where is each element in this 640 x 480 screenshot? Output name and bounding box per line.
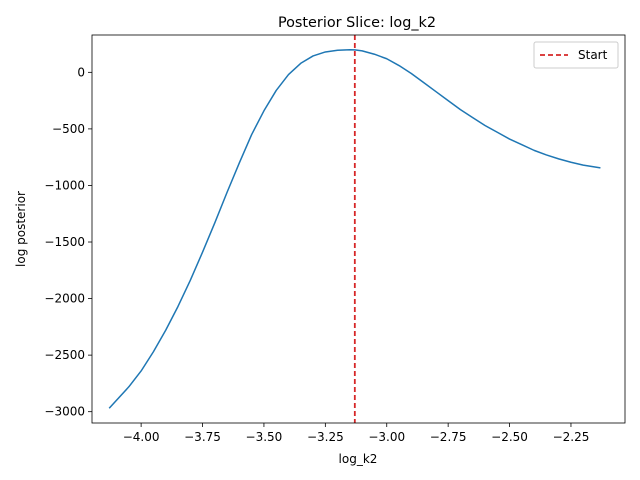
y-tick-label: 0 — [77, 65, 85, 79]
chart-title: Posterior Slice: log_k2 — [278, 15, 436, 31]
y-tick-label: −2500 — [44, 348, 85, 362]
x-tick-label: −4.00 — [123, 430, 160, 444]
y-tick-label: −2000 — [44, 292, 85, 306]
x-tick-label: −3.75 — [184, 430, 221, 444]
axes-frame — [91, 34, 626, 424]
y-axis: 0 −500 −1000 −1500 −2000 −2500 −3000 — [44, 65, 92, 419]
x-axis: −4.00 −3.75 −3.50 −3.25 −3.00 −2.75 −2.50 −2.25 — [123, 423, 590, 444]
x-tick-label: −2.25 — [553, 430, 590, 444]
x-tick-label: −3.00 — [368, 430, 405, 444]
x-tick-label: −2.75 — [430, 430, 467, 444]
x-axis-label: log_k2 — [339, 452, 378, 466]
legend-start-label: Start — [578, 48, 608, 62]
legend-box — [533, 41, 619, 69]
x-tick-label: −2.50 — [491, 430, 528, 444]
posterior-curve — [108, 48, 601, 409]
y-axis-label: log posterior — [14, 191, 28, 267]
y-tick-label: −1500 — [44, 235, 85, 249]
y-tick-label: −500 — [52, 122, 85, 136]
plot-area — [108, 35, 601, 423]
y-tick-label: −1000 — [44, 178, 85, 192]
y-tick-label: −3000 — [44, 405, 85, 419]
legend: Start — [533, 41, 619, 69]
x-tick-label: −3.50 — [246, 430, 283, 444]
x-tick-label: −3.25 — [307, 430, 344, 444]
